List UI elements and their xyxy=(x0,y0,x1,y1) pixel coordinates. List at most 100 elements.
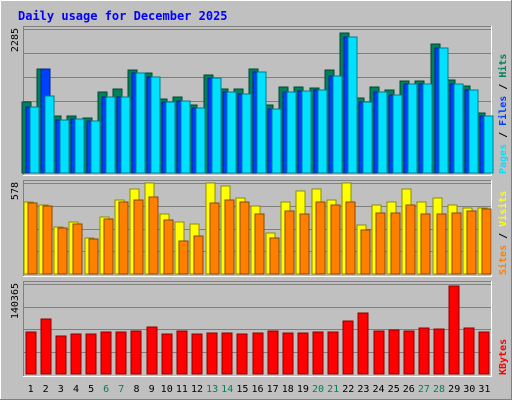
day-label: 15 xyxy=(236,384,248,395)
bar-pages-day-9 xyxy=(150,76,161,174)
bar-sites-day-27 xyxy=(420,213,431,275)
bar-sites-day-14 xyxy=(224,199,235,275)
bar-pages-day-22 xyxy=(347,36,358,174)
bar-kbytes-day-12 xyxy=(191,333,203,375)
bar-pages-day-26 xyxy=(407,83,418,174)
day-label: 17 xyxy=(267,384,279,395)
bar-pages-day-19 xyxy=(301,90,312,174)
bar-pages-day-8 xyxy=(135,72,146,174)
bar-pages-day-20 xyxy=(317,89,328,174)
bar-sites-day-9 xyxy=(148,196,159,275)
x-axis-day-labels: 1 2 3 4 5 6 7 8 9 10 11 12 13 14 15 16 17 18 19 20 21 22 23 24 2… xyxy=(28,384,491,395)
bar-kbytes-day-20 xyxy=(312,331,324,375)
bar-sites-day-15 xyxy=(239,201,250,275)
bar-pages-day-16 xyxy=(256,71,267,174)
legend-entry: Visits xyxy=(497,191,509,233)
bar-pages-day-21 xyxy=(332,75,343,174)
bar-kbytes-day-18 xyxy=(282,332,294,375)
day-label: 5 xyxy=(88,384,94,395)
y-axis-max-label: 578 xyxy=(10,182,21,200)
bar-sites-day-3 xyxy=(57,227,68,275)
legend-entry: Pages xyxy=(498,144,509,174)
day-label: 9 xyxy=(149,384,155,395)
day-label: 29 xyxy=(448,384,460,395)
legend-entry: KBytes xyxy=(498,339,509,375)
bar-kbytes-day-2 xyxy=(40,318,52,375)
day-label: 16 xyxy=(251,384,263,395)
bar-pages-day-23 xyxy=(362,101,373,174)
bar-pages-day-5 xyxy=(90,120,101,174)
bar-pages-day-12 xyxy=(195,107,206,174)
bar-sites-day-19 xyxy=(299,213,310,275)
bar-sites-day-23 xyxy=(360,229,371,275)
day-label: 4 xyxy=(73,384,79,395)
bar-sites-day-4 xyxy=(72,223,83,275)
bar-kbytes-day-28 xyxy=(433,328,445,375)
bar-sites-day-21 xyxy=(330,204,341,275)
bar-pages-day-14 xyxy=(226,91,237,174)
bar-pages-day-25 xyxy=(392,94,403,174)
chart-title: Daily usage for December 2025 xyxy=(18,9,228,23)
panel-kbytes: 140365 KBytes xyxy=(10,281,509,377)
bar-sites-day-12 xyxy=(193,235,204,275)
bar-sites-day-8 xyxy=(133,199,144,275)
day-label: 13 xyxy=(206,384,218,395)
day-label: 27 xyxy=(418,384,430,395)
bar-kbytes-day-24 xyxy=(373,330,385,375)
day-label: 14 xyxy=(221,384,233,395)
panel-hits-files-pages: 2285 Pages / Files / Hits xyxy=(10,26,509,176)
bar-pages-day-6 xyxy=(105,96,116,174)
y-axis-max-label: 140365 xyxy=(10,283,21,319)
day-label: 24 xyxy=(372,384,384,395)
bar-kbytes-day-22 xyxy=(342,320,354,375)
day-label: 25 xyxy=(388,384,400,395)
legend-entry: Sites xyxy=(497,245,509,275)
legend-entry: Hits xyxy=(497,54,509,84)
day-label: 18 xyxy=(282,384,294,395)
bar-kbytes-day-10 xyxy=(161,333,173,375)
day-label: 20 xyxy=(312,384,324,395)
bar-kbytes-day-15 xyxy=(236,333,248,375)
bar-sites-day-25 xyxy=(390,212,401,275)
bar-kbytes-day-25 xyxy=(388,329,400,375)
legend-visits-sites: Sites / Visits xyxy=(497,191,509,275)
bar-sites-day-5 xyxy=(88,238,99,275)
bar-pages-day-2 xyxy=(44,95,55,174)
bar-sites-day-16 xyxy=(254,213,265,275)
bar-pages-day-3 xyxy=(59,119,70,174)
bar-kbytes-day-6 xyxy=(100,331,112,375)
bar-kbytes-day-26 xyxy=(403,330,415,375)
bar-kbytes-day-7 xyxy=(115,331,127,375)
day-label: 19 xyxy=(297,384,309,395)
bar-sites-day-2 xyxy=(42,205,53,275)
day-label: 8 xyxy=(133,384,139,395)
panel-visits-sites: 578 Sites / Visits xyxy=(10,180,509,277)
legend-entry: / xyxy=(498,132,509,144)
bar-sites-day-30 xyxy=(466,210,477,275)
bar-kbytes-day-3 xyxy=(55,335,67,375)
bar-pages-day-11 xyxy=(180,100,191,174)
bar-pages-day-10 xyxy=(165,101,176,174)
bar-pages-day-18 xyxy=(286,91,297,174)
day-label: 21 xyxy=(327,384,339,395)
bar-pages-day-15 xyxy=(241,93,252,174)
bar-kbytes-day-1 xyxy=(25,331,37,375)
bar-kbytes-day-16 xyxy=(252,332,264,375)
bar-kbytes-day-13 xyxy=(206,332,218,375)
bar-kbytes-day-27 xyxy=(418,327,430,375)
bar-sites-day-17 xyxy=(269,237,280,275)
bar-kbytes-day-9 xyxy=(146,326,158,375)
day-label: 11 xyxy=(176,384,188,395)
bar-pages-day-30 xyxy=(468,89,479,174)
bar-kbytes-day-17 xyxy=(267,330,279,375)
day-label: 2 xyxy=(43,384,49,395)
bar-sites-day-1 xyxy=(27,202,38,275)
day-label: 3 xyxy=(58,384,64,395)
legend-entry: / xyxy=(498,84,509,96)
bar-kbytes-day-19 xyxy=(297,332,309,375)
bar-kbytes-day-14 xyxy=(221,332,233,375)
bar-pages-day-29 xyxy=(453,83,464,174)
day-label: 12 xyxy=(191,384,203,395)
bar-sites-day-26 xyxy=(405,204,416,275)
